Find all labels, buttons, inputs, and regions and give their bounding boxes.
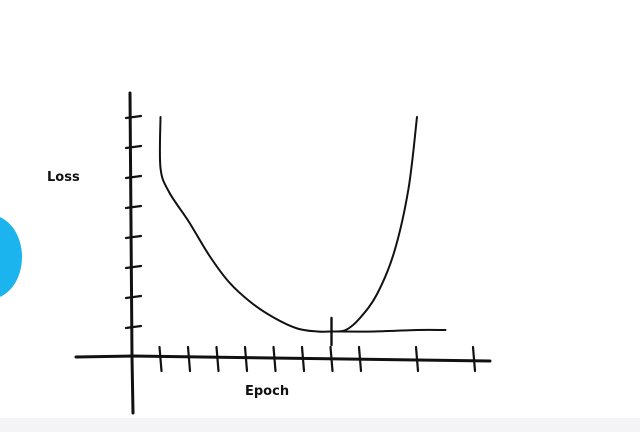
y-tick-7 [124,114,143,120]
series [158,116,447,333]
axes [74,91,492,415]
y-tick-5 [124,174,143,180]
x-tick-3 [243,345,249,373]
x-tick-4 [272,345,277,373]
x-tick-6 [329,345,334,373]
y-tick-3 [124,234,143,240]
y-axis-label: Loss [47,170,80,185]
x-tick-2 [215,345,220,373]
series-line-1 [330,328,447,333]
y-tick-4 [124,204,143,210]
x-tick-8 [414,345,420,373]
x-tick-7 [357,345,363,373]
blue-circle-decoration [0,215,22,299]
ticks [124,114,477,373]
x-tick-0 [158,345,163,373]
x-axis-label: Epoch [245,384,290,399]
x-tick-5 [300,345,306,373]
y-tick-6 [124,144,143,150]
x-axis-line [74,354,492,363]
y-tick-1 [124,294,143,300]
series-line-0 [158,116,418,333]
bottom-band [0,418,640,432]
y-tick-0 [124,324,143,330]
x-tick-9 [471,345,477,373]
y-tick-2 [124,264,143,270]
x-tick-1 [186,345,192,373]
y-axis-line [128,91,135,415]
